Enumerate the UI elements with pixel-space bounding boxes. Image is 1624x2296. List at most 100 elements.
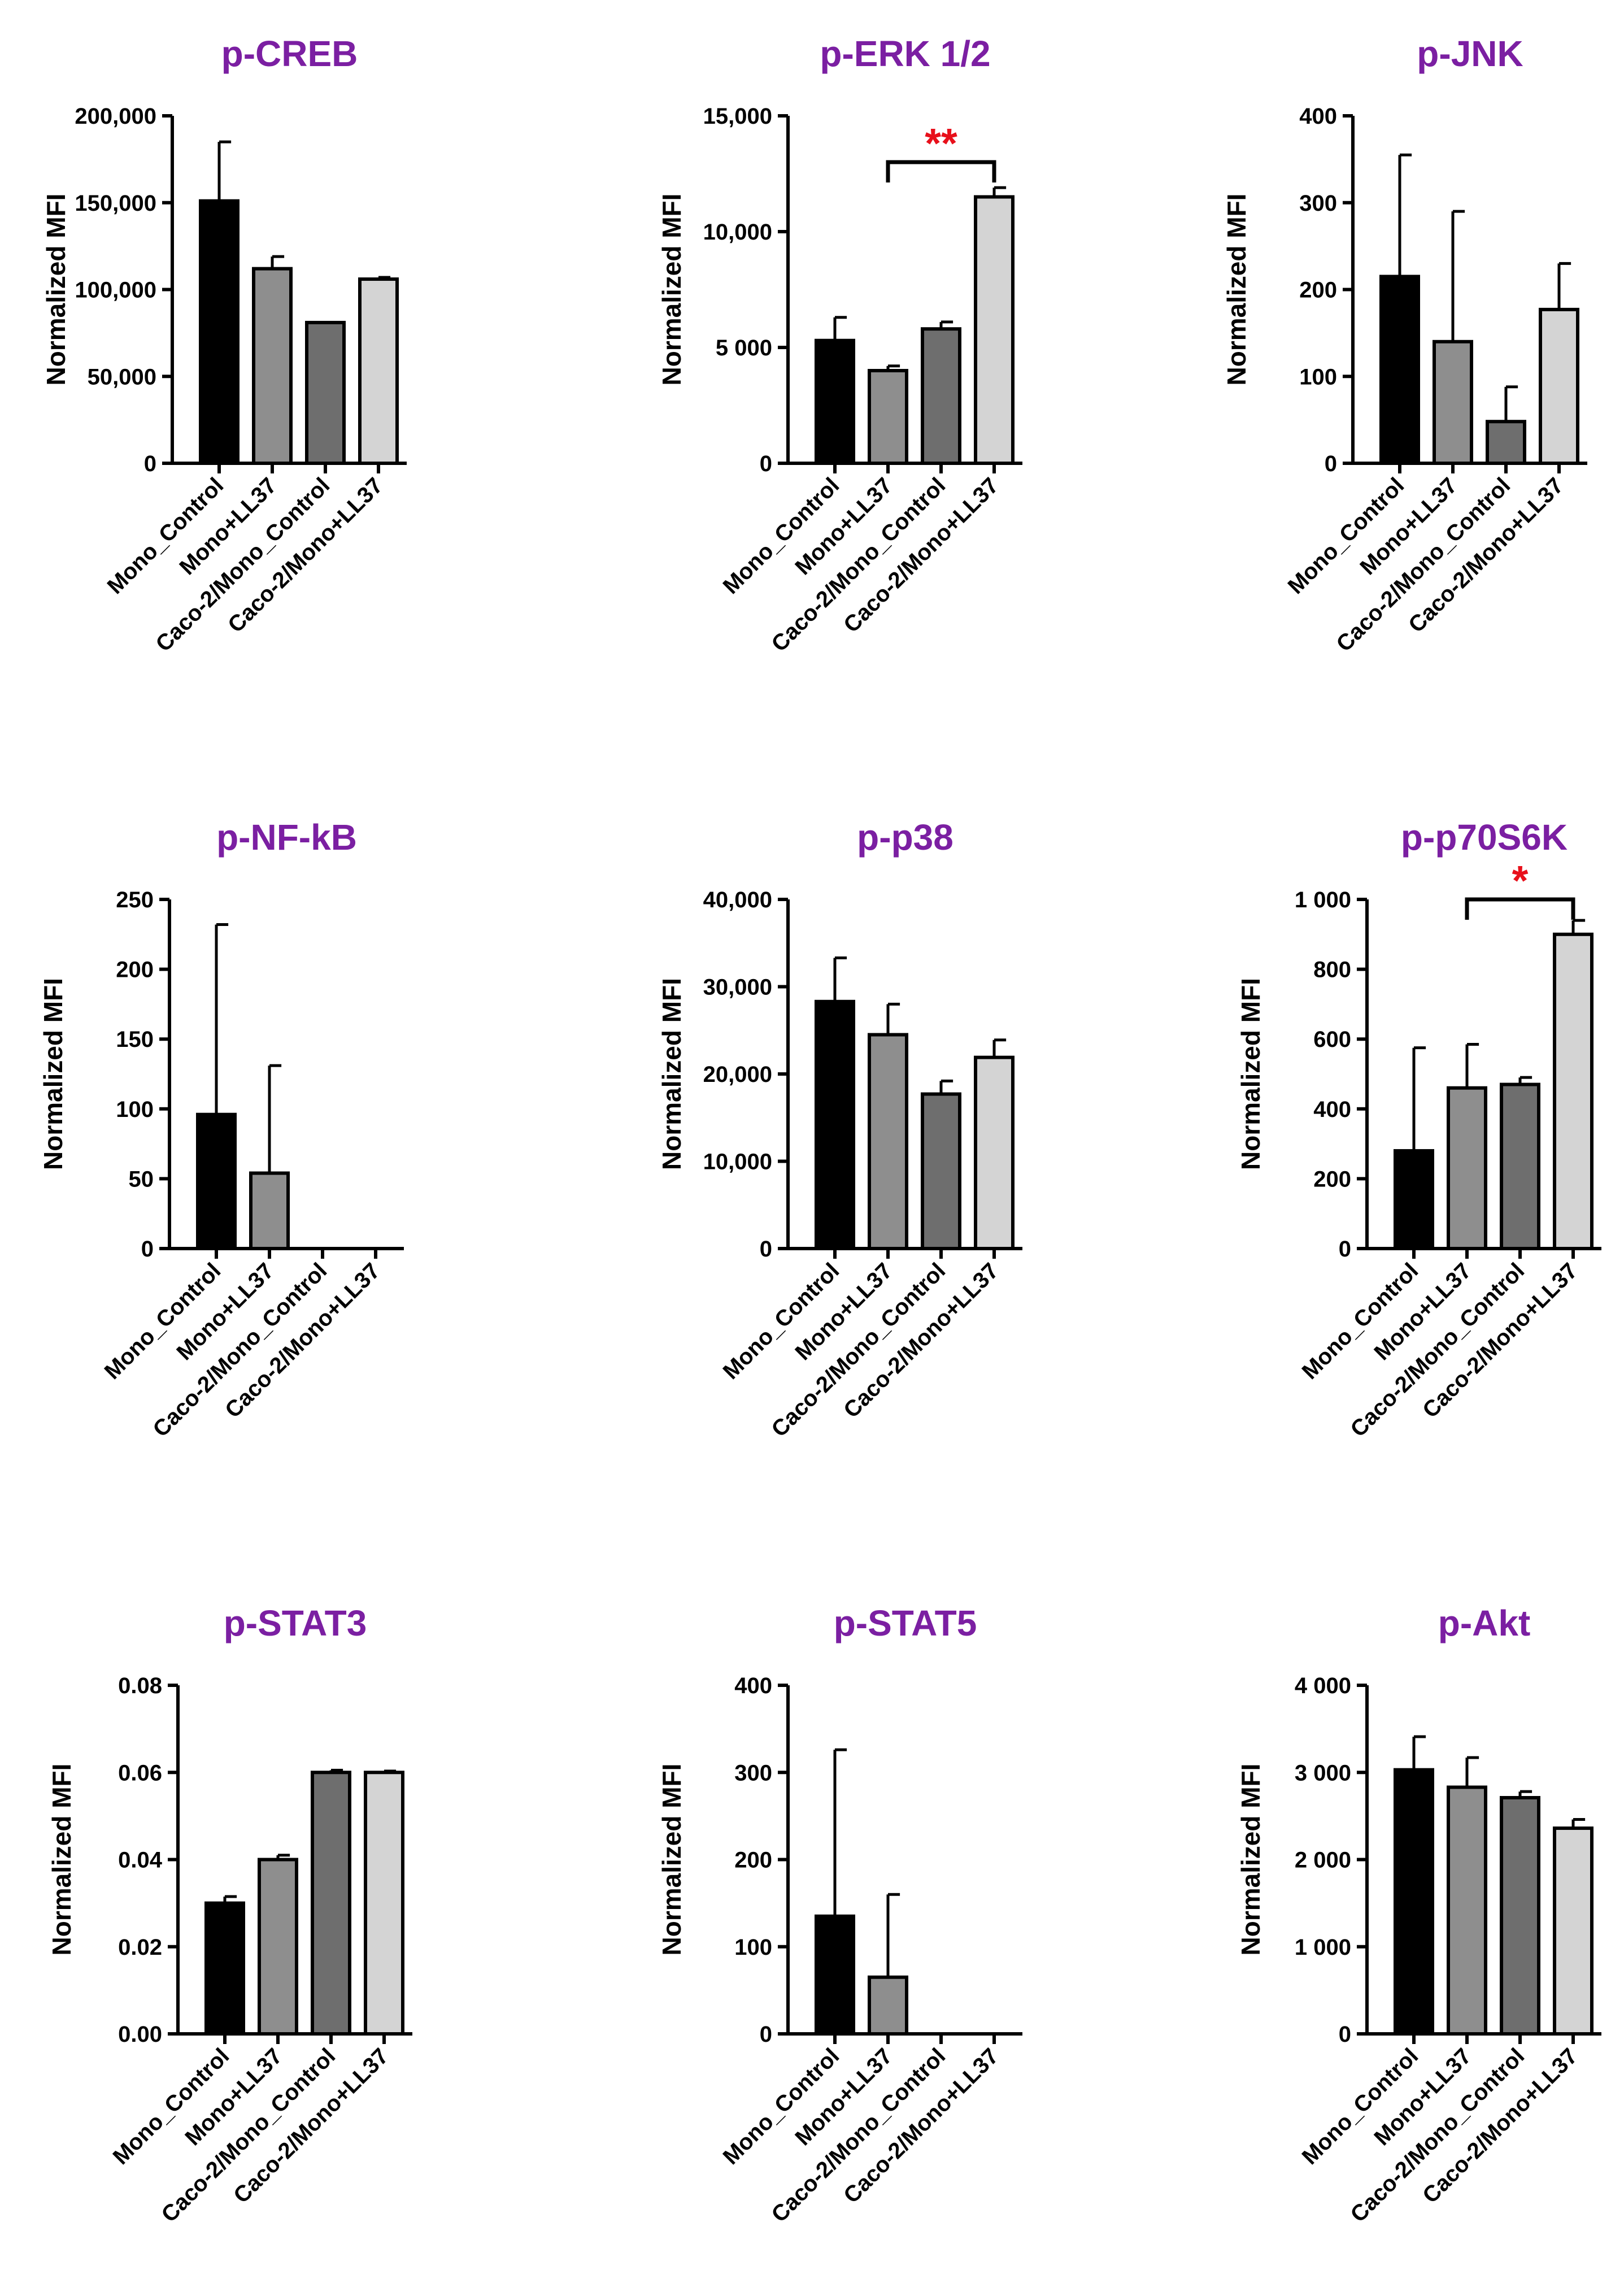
y-tick-label: 40,000 bbox=[703, 888, 772, 912]
bar bbox=[974, 195, 1015, 465]
y-tick-label: 3 000 bbox=[1295, 1760, 1351, 1785]
y-tick-label: 200,000 bbox=[75, 104, 156, 129]
y-tick-label: 5 000 bbox=[716, 336, 772, 360]
bar bbox=[252, 267, 293, 465]
significance-bracket bbox=[1465, 897, 1575, 920]
bar bbox=[974, 1055, 1015, 1251]
y-tick-label: 0 bbox=[760, 1237, 772, 1262]
y-tick-label: 150,000 bbox=[75, 191, 156, 216]
bar bbox=[815, 338, 855, 466]
bar bbox=[196, 1112, 237, 1250]
y-tick-label: 10,000 bbox=[703, 220, 772, 245]
bar bbox=[305, 320, 346, 465]
y-tick-label: 4 000 bbox=[1295, 1673, 1351, 1698]
bar bbox=[868, 1033, 908, 1250]
y-tick-label: 30,000 bbox=[703, 975, 772, 1000]
bar bbox=[1394, 1149, 1434, 1250]
y-axis-label: Normalized MFI bbox=[41, 194, 71, 386]
chart-title: p-STAT3 bbox=[224, 1603, 367, 1643]
y-tick-label: 1 000 bbox=[1295, 888, 1351, 912]
chart-title: p-CREB bbox=[221, 33, 358, 74]
chart-panel: p-CREB Normalized MFI 0 50,000 100,000 150,00… bbox=[41, 33, 407, 656]
y-axis-label: Normalized MFI bbox=[1236, 1764, 1265, 1956]
bar bbox=[1553, 1826, 1593, 2036]
y-tick-label: 0.02 bbox=[118, 1935, 162, 1960]
y-tick-label: 50 bbox=[129, 1167, 154, 1192]
bar bbox=[311, 1771, 351, 2036]
y-tick-label: 0 bbox=[144, 451, 156, 476]
y-tick-label: 150 bbox=[116, 1027, 154, 1052]
y-tick-label: 20,000 bbox=[703, 1062, 772, 1087]
y-tick-label: 800 bbox=[1313, 958, 1351, 982]
y-tick-label: 200 bbox=[1313, 1167, 1351, 1192]
y-tick-label: 400 bbox=[734, 1673, 772, 1698]
y-tick-label: 0.06 bbox=[118, 1760, 162, 1785]
bar bbox=[1394, 1768, 1434, 2036]
bar bbox=[1500, 1082, 1540, 1251]
y-tick-label: 0.08 bbox=[118, 1673, 162, 1698]
y-tick-label: 300 bbox=[1299, 191, 1337, 216]
significance-label: * bbox=[1512, 857, 1529, 904]
y-tick-label: 200 bbox=[734, 1848, 772, 1873]
y-tick-label: 10,000 bbox=[703, 1150, 772, 1175]
bar bbox=[921, 1092, 961, 1251]
y-tick-label: 400 bbox=[1313, 1097, 1351, 1122]
chart-title: p-Akt bbox=[1438, 1603, 1531, 1643]
y-tick-label: 0.04 bbox=[118, 1848, 163, 1873]
y-axis-label: Normalized MFI bbox=[1222, 194, 1251, 386]
y-tick-label: 0 bbox=[1325, 451, 1337, 476]
bar bbox=[1500, 1795, 1540, 2036]
y-tick-label: 0 bbox=[760, 451, 772, 476]
chart-title: p-NF-kB bbox=[216, 817, 357, 858]
y-tick-label: 15,000 bbox=[703, 104, 772, 129]
y-tick-label: 0 bbox=[1339, 2022, 1351, 2047]
bar bbox=[1379, 275, 1420, 465]
y-axis-label: Normalized MFI bbox=[657, 1764, 686, 1956]
chart-title: p-p70S6K bbox=[1401, 817, 1568, 858]
y-axis-label: Normalized MFI bbox=[1236, 978, 1265, 1170]
chart-panel: p-Akt Normalized MFI 0 1 000 2 000 3 000 4 000… bbox=[1236, 1603, 1601, 2227]
chart-panel: p-p70S6K Normalized MFI 0 200 400 600 800 1 000… bbox=[1236, 817, 1601, 1442]
bar bbox=[1433, 340, 1473, 465]
y-tick-label: 0 bbox=[760, 2022, 772, 2047]
chart-panel: p-p38 Normalized MFI 0 10,000 20,000 30,000 40… bbox=[657, 817, 1022, 1442]
bar bbox=[921, 327, 961, 466]
y-tick-label: 200 bbox=[1299, 278, 1337, 303]
y-tick-label: 0 bbox=[1339, 1237, 1351, 1262]
chart-title: p-p38 bbox=[857, 817, 953, 858]
y-axis-label: Normalized MFI bbox=[47, 1764, 76, 1956]
y-axis-label: Normalized MFI bbox=[657, 194, 686, 386]
y-tick-label: 50,000 bbox=[88, 364, 156, 389]
bar bbox=[1539, 307, 1579, 465]
y-tick-label: 600 bbox=[1313, 1027, 1351, 1052]
y-tick-label: 0.00 bbox=[118, 2022, 162, 2047]
chart-panel: p-STAT3 Normalized MFI 0.00 0.02 0.04 0.06 0.0… bbox=[47, 1603, 412, 2227]
y-axis-label: Normalized MFI bbox=[657, 978, 686, 1170]
chart-panel: p-ERK 1/2 Normalized MFI 0 5 000 10,000 15,00… bbox=[657, 33, 1022, 656]
chart-title: p-JNK bbox=[1417, 33, 1523, 74]
bar bbox=[815, 1914, 855, 2036]
bar bbox=[1447, 1086, 1487, 1250]
bar bbox=[204, 1901, 245, 2036]
y-tick-label: 250 bbox=[116, 888, 154, 912]
significance-bracket bbox=[886, 160, 996, 182]
y-axis-label: Normalized MFI bbox=[38, 978, 68, 1170]
bar bbox=[249, 1171, 290, 1250]
bar bbox=[1553, 932, 1593, 1251]
y-tick-label: 100 bbox=[116, 1097, 154, 1122]
bar bbox=[358, 277, 399, 465]
bar bbox=[199, 199, 240, 465]
y-tick-label: 2 000 bbox=[1295, 1848, 1351, 1873]
bar bbox=[868, 369, 908, 465]
y-tick-label: 300 bbox=[734, 1760, 772, 1785]
chart-title: p-STAT5 bbox=[834, 1603, 977, 1643]
bar bbox=[1486, 420, 1526, 466]
y-tick-label: 400 bbox=[1299, 104, 1337, 129]
y-tick-label: 100,000 bbox=[75, 278, 156, 303]
bar bbox=[364, 1771, 404, 2036]
y-tick-label: 1 000 bbox=[1295, 1935, 1351, 1960]
bar bbox=[1447, 1785, 1487, 2036]
